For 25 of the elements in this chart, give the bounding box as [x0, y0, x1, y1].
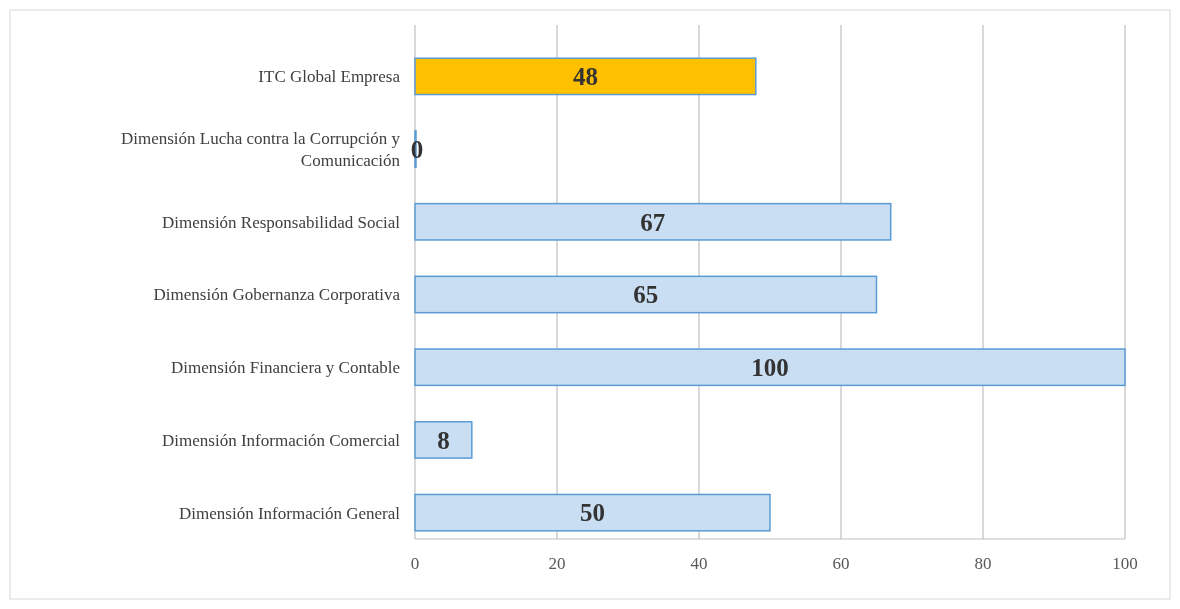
y-tick-label: Dimensión Información Comercial — [162, 430, 401, 450]
x-tick-label: 60 — [832, 554, 850, 573]
bar — [414, 275, 878, 314]
data-label: 67 — [640, 208, 666, 236]
data-label: 65 — [633, 281, 659, 309]
y-tick-label: ITC Global Empresa — [258, 67, 401, 87]
data-label: 50 — [580, 499, 605, 527]
y-tick-label: Dimensión Financiera y Contable — [171, 358, 400, 378]
bar — [414, 57, 757, 96]
x-tick-label: 80 — [974, 554, 992, 573]
data-label: 48 — [572, 63, 598, 91]
x-tick-label: 40 — [690, 554, 708, 573]
data-label: 8 — [437, 426, 450, 454]
x-tick-label: 100 — [1112, 554, 1138, 573]
y-tick-label: Dimensión Responsabilidad Social — [162, 212, 401, 232]
bar — [414, 493, 771, 532]
y-tick-label: Dimensión Información General — [179, 503, 401, 523]
x-tick-label: 0 — [410, 554, 420, 573]
y-tick-label: Dimensión Gobernanza Corporativa — [153, 285, 401, 305]
y-tick-label: Dimensión Lucha contra la Corrupción y Comunicación — [120, 129, 401, 171]
bar — [414, 202, 892, 241]
x-tick-label: 20 — [548, 554, 566, 573]
bar — [414, 348, 1126, 387]
bar — [414, 421, 473, 459]
data-label: 100 — [751, 353, 789, 381]
